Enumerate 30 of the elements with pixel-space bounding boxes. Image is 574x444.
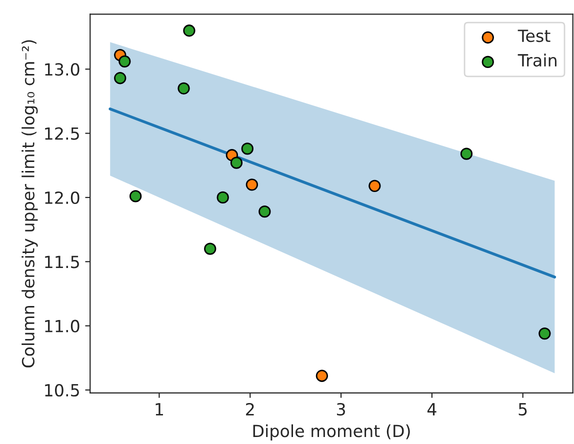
y-tick-label: 12.5 bbox=[45, 127, 79, 140]
point bbox=[230, 156, 243, 169]
x-tick-label: 2 bbox=[246, 402, 254, 416]
x-tick-label: 1 bbox=[156, 403, 163, 416]
y-axis-title: Column density upper limit (log₁₀ cm⁻²) bbox=[22, 40, 38, 368]
y-tick-label: 11.0 bbox=[45, 320, 80, 332]
x-axis-title: Dipole moment (D) bbox=[253, 424, 410, 440]
point bbox=[114, 72, 126, 84]
point bbox=[216, 191, 229, 204]
point bbox=[178, 82, 190, 94]
point bbox=[258, 206, 271, 218]
point bbox=[538, 327, 551, 340]
point bbox=[246, 178, 258, 191]
y-tick-label: 10.5 bbox=[45, 384, 79, 397]
y-tick-label: 11.5 bbox=[45, 256, 79, 268]
point bbox=[460, 148, 473, 160]
x-tick-label: 4 bbox=[427, 403, 436, 416]
x-tick-label: 3 bbox=[337, 402, 345, 416]
legend-label: Train bbox=[518, 54, 556, 67]
point bbox=[118, 55, 131, 68]
point bbox=[241, 142, 254, 155]
point bbox=[183, 24, 196, 37]
y-tick-label: 12.0 bbox=[45, 191, 80, 204]
x-tick-label: 5 bbox=[518, 403, 527, 416]
point bbox=[130, 190, 142, 202]
point bbox=[316, 370, 328, 382]
point bbox=[368, 180, 381, 192]
point bbox=[204, 242, 216, 255]
y-tick-label: 13.0 bbox=[45, 63, 80, 76]
legend-label: Test bbox=[518, 30, 550, 42]
